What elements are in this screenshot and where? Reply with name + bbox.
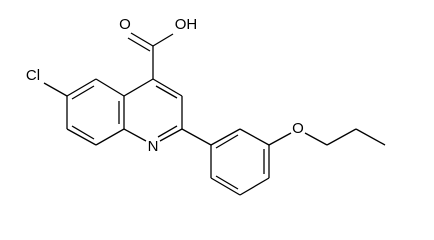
bonds [43,32,386,196]
atom-label: O [119,16,131,33]
atom-label: Cl [26,67,40,84]
atom-label: OH [175,16,198,33]
structure: O OH Cl N O [26,16,386,196]
atom-label: N [148,138,159,155]
atom-label: O [292,120,304,137]
